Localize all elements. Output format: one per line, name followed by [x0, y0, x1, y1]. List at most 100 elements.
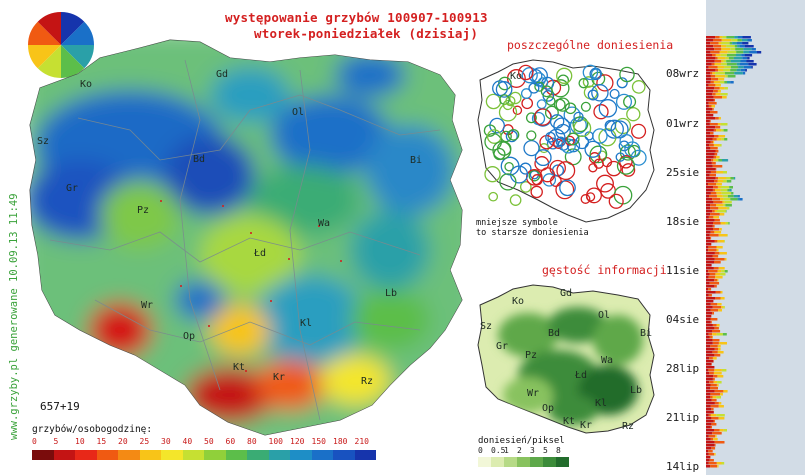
report-marker — [598, 99, 618, 118]
report-marker — [528, 82, 540, 94]
report-marker — [623, 95, 637, 109]
histogram-segment — [706, 402, 715, 405]
histogram-segment — [706, 84, 709, 87]
histogram-segment — [736, 42, 743, 45]
histogram-segment — [716, 204, 724, 207]
histogram-segment — [714, 441, 725, 444]
histogram-segment — [706, 93, 713, 96]
histogram-segment — [739, 63, 749, 66]
histogram-segment — [711, 399, 717, 402]
histogram-segment — [718, 42, 722, 45]
histogram-segment — [706, 357, 710, 360]
histogram-segment — [706, 177, 716, 180]
report-marker — [556, 161, 576, 181]
histogram-segment — [724, 72, 735, 75]
histogram-segment — [730, 177, 734, 180]
histogram-segment — [706, 66, 709, 69]
date-label-25sie: 25sie — [666, 166, 700, 179]
density-city-gd: Gd — [560, 288, 573, 299]
histogram-segment — [708, 333, 713, 336]
histogram-segment — [706, 234, 710, 237]
histogram-segment — [713, 90, 718, 93]
histogram-segment — [706, 384, 711, 387]
histogram-segment — [720, 273, 726, 276]
report-marker — [553, 98, 566, 111]
histogram-segment — [734, 45, 738, 48]
histogram-segment — [730, 60, 741, 63]
density-city-op: Op — [542, 403, 555, 414]
histogram-segment — [724, 66, 731, 69]
histogram-segment — [717, 279, 719, 282]
histogram-segment — [721, 60, 724, 63]
histogram-segment — [736, 63, 740, 66]
histogram-segment — [712, 378, 715, 381]
histogram-segment — [708, 435, 716, 438]
histogram-segment — [710, 237, 712, 240]
histogram-segment — [724, 87, 728, 90]
histogram-segment — [709, 372, 714, 375]
report-marker — [545, 96, 556, 106]
histogram-segment — [706, 225, 713, 228]
histogram-segment — [718, 207, 727, 210]
report-marker — [580, 101, 591, 112]
histogram-segment — [730, 48, 736, 51]
histogram-segment — [706, 279, 715, 282]
histogram-segment — [706, 126, 716, 129]
city-wr: Wr — [141, 300, 154, 311]
histogram-segment — [713, 222, 721, 225]
legend-swatches — [32, 450, 376, 460]
histogram-segment — [715, 117, 719, 120]
report-marker — [553, 117, 571, 135]
histogram-segment — [713, 129, 717, 132]
legend-value: 30 — [161, 437, 171, 446]
histogram-segment — [706, 195, 709, 198]
histogram-segment — [718, 417, 725, 420]
legend-value: 150 — [311, 437, 326, 446]
histogram-segment — [743, 48, 752, 51]
report-marker — [619, 134, 634, 149]
city-bd: Bd — [193, 154, 206, 165]
density-city-bd: Bd — [548, 328, 561, 339]
histogram-segment — [713, 372, 722, 375]
date-label-14lip: 14lip — [666, 460, 700, 473]
histogram-segment — [706, 75, 711, 78]
density-legend-swatch — [530, 457, 543, 467]
histogram-segment — [706, 111, 710, 114]
histogram-segment — [706, 165, 713, 168]
histogram-segment — [706, 264, 712, 267]
density-map — [477, 284, 655, 434]
histogram-segment — [715, 93, 721, 96]
histogram-segment — [714, 429, 720, 432]
histogram-segment — [718, 405, 724, 408]
report-marker — [564, 102, 577, 115]
histogram-segment — [731, 39, 738, 42]
histogram-segment — [706, 459, 710, 462]
histogram-segment — [727, 234, 728, 237]
histogram-segment — [712, 336, 713, 339]
report-marker — [553, 138, 564, 150]
histogram-segment — [713, 228, 720, 231]
histogram-segment — [706, 51, 711, 54]
histogram-segment — [716, 138, 722, 141]
histogram-segment — [713, 144, 720, 147]
histogram-segment — [720, 189, 728, 192]
city-op: Op — [183, 331, 196, 342]
histogram-segment — [717, 57, 726, 60]
report-marker — [544, 105, 559, 120]
histogram-segment — [721, 63, 727, 66]
histogram-segment — [721, 369, 727, 372]
report-marker — [618, 140, 630, 152]
histogram-segment — [748, 63, 757, 66]
histogram-segment — [706, 228, 713, 231]
histogram-segment — [713, 96, 723, 99]
histogram-segment — [726, 63, 737, 66]
histogram-segment — [706, 381, 710, 384]
report-marker — [534, 108, 552, 126]
report-marker — [520, 88, 532, 100]
histogram-segment — [717, 186, 721, 189]
legend-value: 20 — [118, 437, 128, 446]
legend-swatch — [96, 450, 118, 460]
histogram-segment — [717, 303, 722, 306]
histogram-segment — [720, 54, 727, 57]
report-count: 657+19 — [40, 400, 80, 413]
